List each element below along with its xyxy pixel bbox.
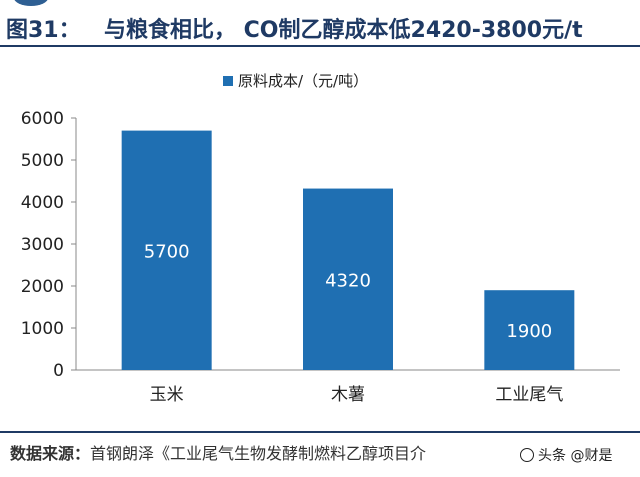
bar-data-label: 4320 <box>325 270 371 291</box>
y-tick-label: 1000 <box>21 319 64 339</box>
watermark-icon <box>520 448 534 462</box>
y-tick-label: 5000 <box>21 151 64 171</box>
bar <box>121 130 212 370</box>
bar-chart: 原料成本/（元/吨） 0 1000 2000 3000 4000 5000 6000 5700… <box>21 72 620 405</box>
logo-mark <box>14 0 48 6</box>
figure-label: 图31： <box>6 18 81 43</box>
y-tick-label: 4000 <box>21 193 64 213</box>
top-accent <box>0 0 640 6</box>
y-tick-label: 2000 <box>21 277 64 297</box>
title-text: 与粮食相比， CO制乙醇成本低2420-3800元/t <box>104 18 583 43</box>
watermark-text: 头条 @财是 <box>538 448 613 464</box>
bar <box>484 290 575 370</box>
plot-area: 0 1000 2000 3000 4000 5000 6000 5700 玉米 4320 木薯 190… <box>21 109 620 405</box>
x-category-label: 玉米 <box>150 385 184 405</box>
watermark: 头条 @财是 <box>520 445 612 465</box>
bar-data-label: 1900 <box>506 321 552 342</box>
source-text: 首钢朗泽《工业尾气生物发酵制燃料乙醇项目介 <box>90 444 427 463</box>
y-tick-label: 3000 <box>21 235 64 255</box>
x-category-label: 木薯 <box>331 385 365 405</box>
source-note: 数据来源：首钢朗泽《工业尾气生物发酵制燃料乙醇项目介 <box>10 440 426 464</box>
footer-rule <box>0 431 640 433</box>
source-prefix: 数据来源： <box>10 444 91 463</box>
x-category-label: 工业尾气 <box>495 385 563 405</box>
y-tick-label: 6000 <box>21 109 64 129</box>
title-rule <box>0 45 640 47</box>
legend: 原料成本/（元/吨） <box>223 72 368 90</box>
bar-data-label: 5700 <box>144 241 190 262</box>
y-tick-label: 0 <box>53 361 64 381</box>
legend-swatch <box>223 76 233 86</box>
legend-label: 原料成本/（元/吨） <box>238 72 368 90</box>
bar <box>303 188 393 370</box>
figure-title: 图31： 与粮食相比， CO制乙醇成本低2420-3800元/t <box>0 8 640 43</box>
